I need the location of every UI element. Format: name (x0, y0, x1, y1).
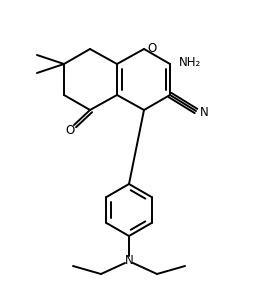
Text: NH₂: NH₂ (179, 56, 201, 69)
Text: N: N (200, 107, 208, 120)
Text: O: O (147, 41, 157, 54)
Text: O: O (65, 124, 75, 136)
Text: N: N (125, 254, 133, 266)
